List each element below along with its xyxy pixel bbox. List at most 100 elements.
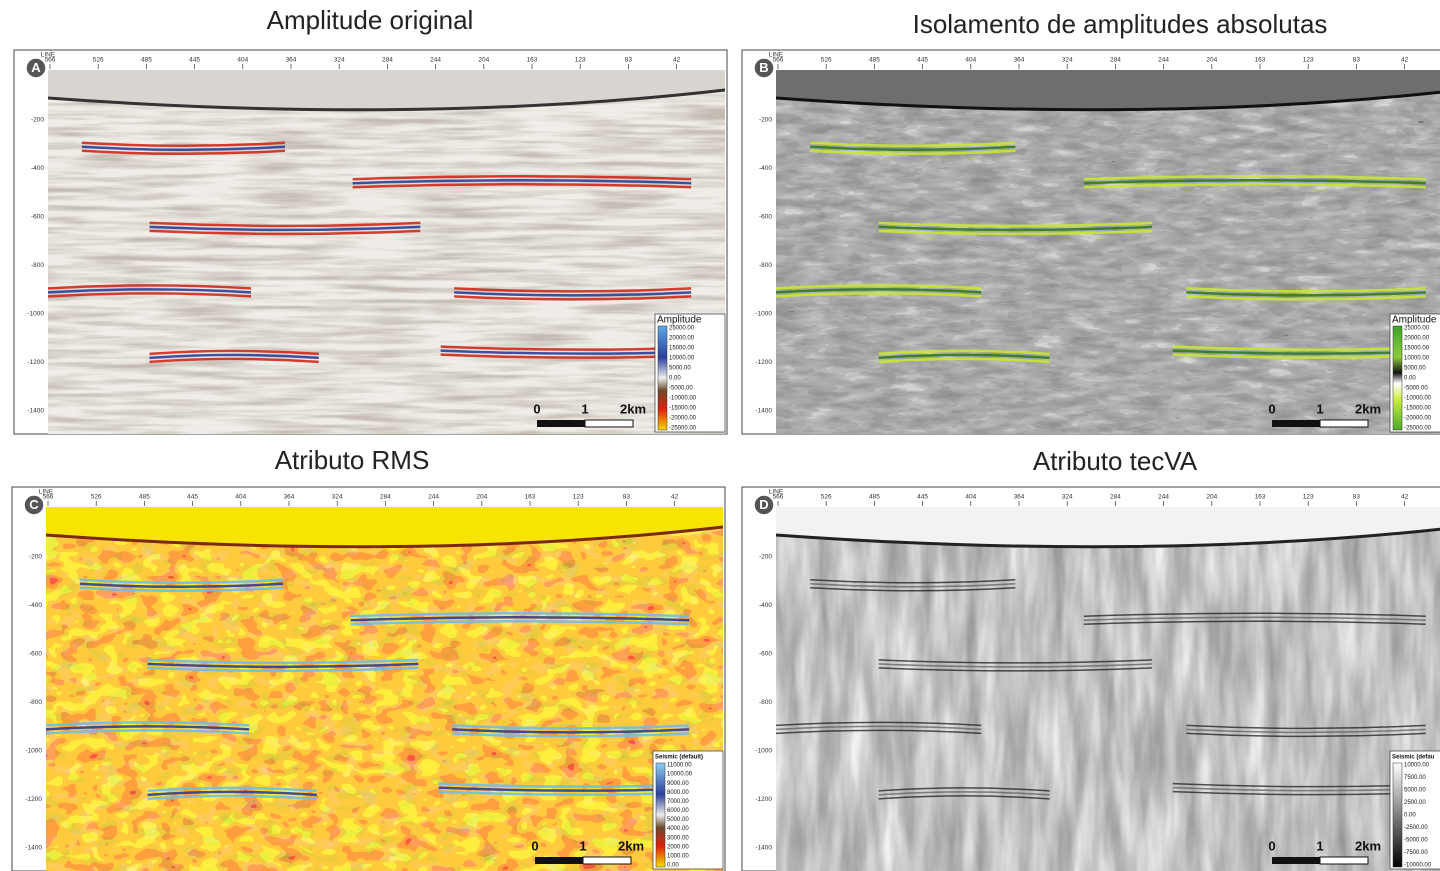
panels: Amplitude originalALINE56652648544540436… <box>12 5 1440 871</box>
legend-title: Amplitude <box>1392 315 1437 326</box>
line-tick-label: 42 <box>673 57 681 64</box>
scale-label: 1 <box>581 401 588 416</box>
legend-label: 10000.00 <box>1404 356 1430 362</box>
legend-label: -5000.00 <box>1404 838 1428 844</box>
depth-tick-label: -1200 <box>25 796 42 803</box>
depth-tick-label: -1000 <box>25 748 42 755</box>
legend-label: -20000.00 <box>669 416 697 422</box>
seismic-section <box>776 70 1440 434</box>
line-tick-label: 445 <box>189 57 200 64</box>
seismic-section <box>776 507 1440 871</box>
panel-letter: D <box>759 497 768 512</box>
scale-label: 1 <box>1316 838 1323 853</box>
line-tick-label: 83 <box>623 494 631 501</box>
line-tick-label: 284 <box>1110 494 1121 501</box>
legend-label: 25000.00 <box>1404 326 1430 332</box>
scale-black <box>535 857 583 864</box>
line-tick-label: 324 <box>1062 57 1073 64</box>
line-tick-label: 485 <box>139 494 150 501</box>
line-tick-label: 284 <box>1110 57 1121 64</box>
line-tick-label: 445 <box>917 494 928 501</box>
line-tick-label: 364 <box>1014 494 1025 501</box>
scale-label: 0 <box>531 838 538 853</box>
line-tick-label: 364 <box>286 57 297 64</box>
depth-tick-label: -1000 <box>755 311 772 318</box>
legend-label: 5000.00 <box>1404 788 1426 794</box>
line-tick-label: 566 <box>43 494 54 501</box>
depth-tick-label: -1000 <box>755 748 772 755</box>
legend-label: -10000.00 <box>1404 396 1432 402</box>
line-tick-label: 83 <box>1353 494 1361 501</box>
depth-tick-label: -800 <box>759 699 772 706</box>
line-tick-label: 244 <box>1158 57 1169 64</box>
line-tick-label: 244 <box>1158 494 1169 501</box>
line-tick-label: 42 <box>1401 57 1409 64</box>
legend-label: 2000.00 <box>667 844 689 850</box>
depth-tick-label: -1200 <box>755 796 772 803</box>
line-tick-label: 445 <box>917 57 928 64</box>
line-tick-label: 566 <box>773 57 784 64</box>
legend-label: 20000.00 <box>1404 336 1430 342</box>
line-tick-label: 123 <box>1303 494 1314 501</box>
section-texture <box>776 507 1440 871</box>
legend-label: 3000.00 <box>667 835 689 841</box>
legend-label: 2500.00 <box>1404 800 1426 806</box>
line-tick-label: 526 <box>821 57 832 64</box>
legend-label: 0.00 <box>667 863 679 869</box>
depth-tick-label: -800 <box>29 699 42 706</box>
line-tick-label: 526 <box>91 494 102 501</box>
legend-label: 10000.00 <box>667 772 693 778</box>
legend-label: 5000.00 <box>1404 366 1426 372</box>
seismic-section <box>48 70 725 434</box>
line-tick-label: 404 <box>235 494 246 501</box>
line-tick-label: 526 <box>93 57 104 64</box>
legend-label: 0.00 <box>1404 376 1416 382</box>
legend-label: 11000.00 <box>667 763 692 769</box>
line-tick-label: 566 <box>773 494 784 501</box>
line-tick-label: 364 <box>1014 57 1025 64</box>
legend-title: Seismic (defau <box>1392 755 1435 761</box>
line-tick-label: 204 <box>1206 494 1217 501</box>
scale-label: 2km <box>1355 838 1381 853</box>
scale-label: 0 <box>533 401 540 416</box>
scale-black <box>1272 420 1320 427</box>
legend-label: 15000.00 <box>669 346 695 352</box>
legend-label: 7000.00 <box>667 799 689 805</box>
scale-white <box>1320 420 1368 427</box>
depth-tick-label: -1400 <box>755 845 772 852</box>
depth-tick-label: -400 <box>759 602 772 609</box>
scale-label: 0 <box>1268 401 1275 416</box>
legend-label: -5000.00 <box>1404 386 1428 392</box>
legend-label: 7500.00 <box>1404 775 1426 781</box>
legend-label: 0.00 <box>669 376 681 382</box>
line-tick-label: 163 <box>527 57 538 64</box>
line-tick-label: 526 <box>821 494 832 501</box>
line-tick-label: 42 <box>671 494 679 501</box>
depth-tick-label: -1000 <box>27 311 44 318</box>
legend-label: 15000.00 <box>1404 346 1430 352</box>
line-tick-label: 485 <box>869 57 880 64</box>
legend-label: -7500.00 <box>1404 850 1428 856</box>
line-tick-label: 83 <box>625 57 633 64</box>
section-texture <box>48 70 725 434</box>
legend-label: 5000.00 <box>669 366 691 372</box>
legend-label: 10000.00 <box>669 356 695 362</box>
scale-label: 2km <box>620 401 646 416</box>
depth-tick-label: -200 <box>759 117 772 124</box>
legend-label: 1000.00 <box>667 853 689 859</box>
line-tick-label: 123 <box>1303 57 1314 64</box>
legend-label: 20000.00 <box>669 336 695 342</box>
colorbar <box>1393 326 1402 430</box>
depth-tick-label: -1400 <box>25 845 42 852</box>
panel-title: Atributo RMS <box>275 445 430 475</box>
depth-tick-label: -200 <box>759 554 772 561</box>
line-tick-label: 284 <box>382 57 393 64</box>
scale-white <box>583 857 631 864</box>
colorbar <box>658 326 667 430</box>
scale-label: 2km <box>1355 401 1381 416</box>
colorbar <box>1393 763 1402 867</box>
legend-label: 0.00 <box>1404 813 1416 819</box>
line-tick-label: 42 <box>1401 494 1409 501</box>
depth-tick-label: -600 <box>759 651 772 658</box>
